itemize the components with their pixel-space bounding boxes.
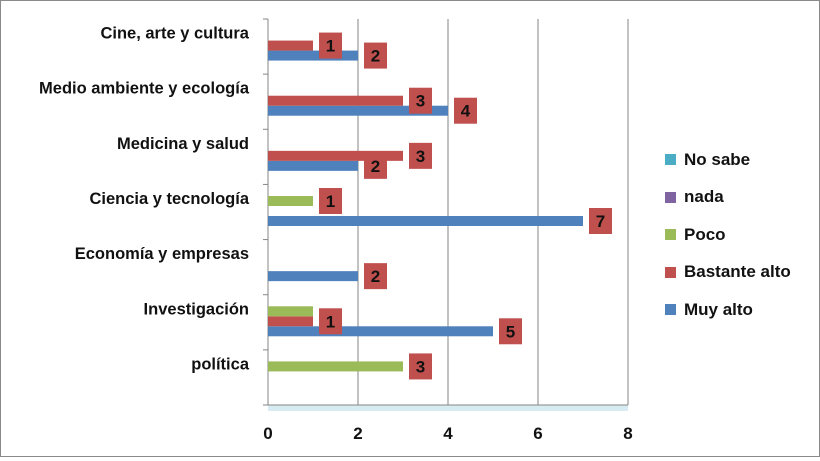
- bar-bastante-alto: [268, 40, 313, 51]
- category-label: Cine, arte y cultura: [100, 25, 249, 43]
- legend-item: No sabe: [665, 141, 815, 179]
- data-label-box: [409, 142, 432, 169]
- bar-muy-alto: [268, 160, 358, 171]
- data-label: 2: [371, 267, 380, 286]
- data-label-box: [409, 87, 432, 114]
- legend-label: nada: [684, 187, 724, 207]
- data-label-box: [364, 152, 387, 179]
- legend-item: Bastante alto: [665, 254, 815, 292]
- data-label: 7: [596, 212, 605, 231]
- data-label: 1: [326, 312, 335, 331]
- bar-muy-alto: [268, 326, 493, 337]
- bar-muy-alto: [268, 271, 358, 282]
- x-tick-label: 6: [533, 424, 542, 443]
- legend-swatch: [665, 304, 676, 316]
- data-label: 5: [506, 322, 515, 341]
- data-label-box: [319, 32, 342, 59]
- data-label-box: [364, 263, 387, 290]
- x-tick-label: 4: [443, 424, 453, 443]
- axis-base-shade: [268, 405, 628, 411]
- category-label: Medicina y salud: [117, 135, 249, 153]
- bar-poco: [268, 306, 313, 317]
- data-label-box: [319, 308, 342, 335]
- legend-item: Poco: [665, 216, 815, 254]
- data-label-box: [364, 42, 387, 69]
- chart-legend: No sabe nada Poco Bastante alto Muy alto: [665, 141, 815, 329]
- bar-muy-alto: [268, 216, 583, 226]
- legend-label: No sabe: [684, 149, 751, 169]
- data-label-box: [454, 97, 477, 124]
- data-label: 4: [461, 102, 471, 121]
- data-label: 1: [326, 37, 335, 56]
- legend-swatch: [665, 154, 676, 166]
- bar-muy-alto: [268, 50, 358, 61]
- legend-label: Poco: [684, 224, 726, 244]
- bar-poco: [268, 196, 313, 206]
- bar-muy-alto: [268, 105, 448, 116]
- bar-bastante-alto: [268, 316, 313, 327]
- data-label-box: [409, 353, 432, 380]
- data-label-box: [589, 208, 612, 234]
- data-label: 3: [416, 357, 425, 376]
- x-tick-label: 0: [263, 424, 272, 443]
- legend-swatch: [665, 266, 676, 278]
- legend-item: Muy alto: [665, 291, 815, 329]
- bar-bastante-alto: [268, 95, 403, 106]
- data-label: 3: [416, 92, 425, 111]
- x-tick-label: 2: [353, 424, 362, 443]
- category-label: Medio ambiente y ecología: [39, 80, 250, 98]
- data-label: 2: [371, 47, 380, 66]
- category-label: Ciencia y tecnología: [89, 190, 249, 208]
- data-label-box: [319, 188, 342, 214]
- bar-poco: [268, 361, 403, 372]
- data-label: 1: [326, 192, 335, 211]
- bar-bastante-alto: [268, 150, 403, 161]
- legend-item: nada: [665, 179, 815, 217]
- legend-swatch: [665, 191, 676, 203]
- legend-swatch: [665, 229, 676, 241]
- category-label: Investigación: [144, 300, 249, 318]
- x-tick-label: 8: [623, 424, 632, 443]
- legend-label: Muy alto: [684, 299, 753, 319]
- data-label: 2: [371, 157, 380, 176]
- category-label: Economía y empresas: [75, 245, 249, 263]
- data-label-box: [499, 318, 522, 345]
- data-label: 3: [416, 147, 425, 166]
- category-label: política: [191, 355, 250, 373]
- legend-label: Bastante alto: [684, 262, 791, 282]
